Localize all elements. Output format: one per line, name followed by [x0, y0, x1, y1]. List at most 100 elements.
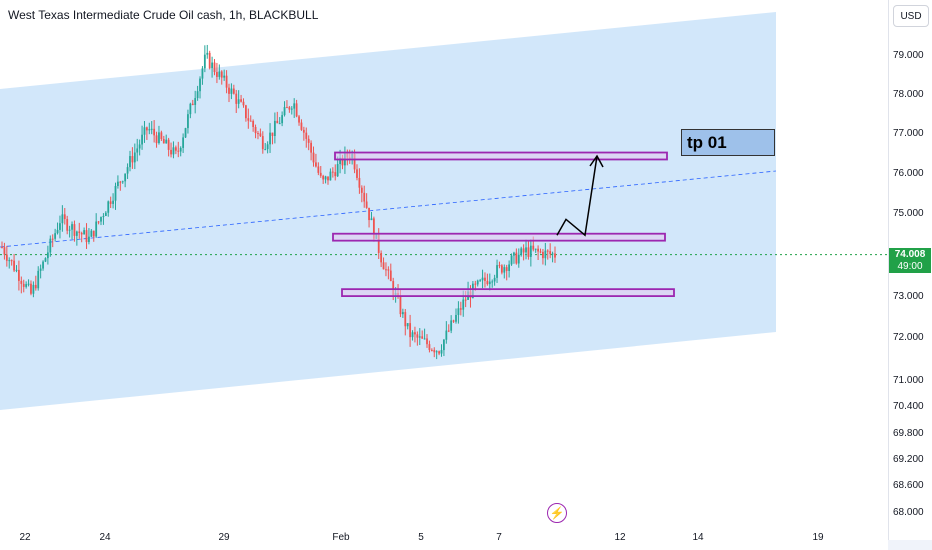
candle-body	[484, 277, 486, 281]
candle-body	[100, 217, 102, 222]
lightning-icon[interactable]: ⚡	[547, 503, 567, 523]
candle-body	[529, 245, 532, 257]
candle-body	[339, 157, 341, 165]
candle-body	[61, 214, 64, 224]
candle-body	[428, 344, 431, 350]
candle-body	[167, 139, 170, 150]
y-tick-label: 69.800	[893, 428, 924, 439]
candle-body	[418, 336, 421, 338]
chart-title: West Texas Intermediate Crude Oil cash, …	[8, 8, 319, 22]
candle-body	[102, 216, 105, 218]
candle-body	[493, 277, 496, 282]
candle-body	[13, 260, 15, 271]
candle-body	[363, 192, 366, 202]
candle-body	[191, 103, 194, 105]
candle-body	[426, 338, 428, 345]
candle-body	[421, 336, 424, 339]
candle-body	[276, 120, 279, 124]
candle-body	[92, 230, 95, 237]
candle-body	[327, 176, 329, 181]
candle-body	[505, 267, 508, 271]
projection-arrowhead	[589, 154, 604, 168]
candle-body	[136, 148, 139, 153]
candle-body	[15, 269, 18, 271]
candle-body	[544, 250, 547, 259]
candle-body	[150, 128, 153, 130]
candle-body	[360, 187, 363, 193]
candle-body	[22, 283, 25, 287]
candle-body	[3, 247, 6, 255]
candle-body	[498, 265, 501, 267]
candle-body	[141, 134, 143, 145]
candle-body	[206, 52, 209, 55]
candle-body	[138, 144, 141, 149]
candle-body	[269, 132, 271, 145]
candle-body	[63, 214, 66, 220]
candle-body	[54, 233, 57, 239]
tp-label-box[interactable]: tp 01	[681, 129, 775, 156]
candle-body	[508, 264, 511, 271]
candle-body	[85, 230, 88, 243]
candle-body	[44, 258, 47, 262]
price-chart[interactable]	[0, 0, 888, 550]
candle-body	[416, 334, 419, 338]
candle-body	[1, 247, 3, 249]
candle-body	[37, 270, 40, 289]
candle-body	[18, 269, 20, 281]
candle-body	[25, 284, 28, 287]
candle-body	[542, 251, 544, 259]
candle-body	[479, 280, 482, 282]
candle-body	[182, 137, 185, 148]
channel-band	[0, 12, 776, 410]
y-tick-label: 77.000	[893, 128, 924, 139]
candle-body	[522, 248, 525, 253]
candle-body	[307, 138, 310, 143]
candle-body	[486, 280, 489, 285]
candle-body	[109, 201, 112, 204]
candle-body	[341, 157, 344, 166]
price-axis[interactable]	[888, 0, 932, 550]
candle-body	[10, 260, 13, 262]
candle-body	[201, 68, 204, 79]
candle-body	[133, 152, 136, 163]
x-tick-label: 5	[418, 532, 424, 543]
candle-body	[114, 185, 117, 201]
candle-body	[534, 248, 537, 250]
candle-body	[312, 152, 315, 163]
candle-body	[124, 173, 127, 182]
candle-body	[83, 230, 86, 235]
candle-body	[358, 177, 361, 188]
candle-body	[104, 212, 107, 217]
candle-body	[107, 201, 110, 213]
candle-body	[365, 201, 368, 208]
candle-body	[462, 299, 465, 310]
candle-body	[158, 132, 160, 144]
candle-body	[551, 253, 554, 255]
candle-body	[392, 281, 395, 296]
candle-body	[235, 93, 238, 104]
candle-body	[414, 332, 416, 335]
candle-body	[399, 296, 402, 315]
currency-selector[interactable]: USD	[893, 5, 929, 27]
candle-body	[288, 107, 291, 110]
candle-body	[370, 218, 373, 221]
candle-body	[230, 88, 233, 94]
y-tick-label: 73.000	[893, 291, 924, 302]
candle-body	[131, 156, 134, 163]
candle-body	[80, 232, 83, 235]
candle-body	[517, 254, 520, 264]
candle-body	[539, 251, 542, 253]
candle-body	[474, 283, 477, 285]
candle-body	[450, 320, 453, 331]
candle-body	[377, 233, 380, 253]
candle-body	[435, 351, 438, 353]
candle-body	[549, 251, 552, 255]
candle-body	[218, 71, 221, 77]
candle-body	[481, 277, 484, 281]
candle-body	[404, 312, 407, 327]
candle-body	[261, 136, 264, 150]
y-tick-label: 71.000	[893, 375, 924, 386]
candle-body	[117, 181, 119, 186]
candle-body	[430, 349, 433, 351]
bar-countdown: 49:00	[897, 261, 923, 272]
